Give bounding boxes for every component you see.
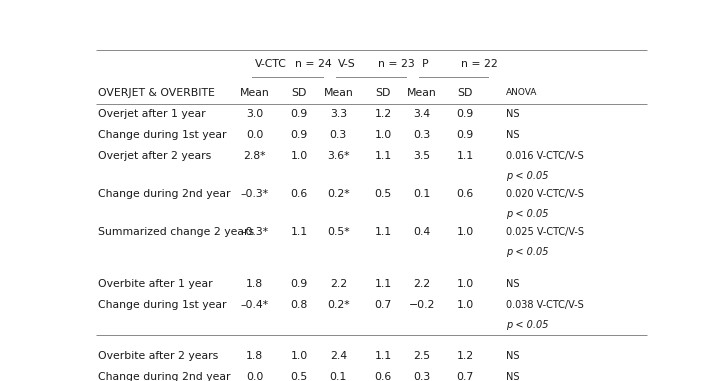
Text: 0.9: 0.9 [291,279,308,289]
Text: 1.0: 1.0 [291,351,308,361]
Text: 0.016 V-CTC/V-S: 0.016 V-CTC/V-S [505,151,583,161]
Text: 0.9: 0.9 [456,109,474,119]
Text: Mean: Mean [240,88,269,98]
Text: Overjet after 2 years: Overjet after 2 years [99,151,212,161]
Text: 1.1: 1.1 [291,227,308,237]
Text: NS: NS [505,279,519,289]
Text: n = 22: n = 22 [462,59,498,69]
Text: 1.2: 1.2 [456,351,474,361]
Text: 3.5: 3.5 [413,151,431,161]
Text: 2.5: 2.5 [413,351,431,361]
Text: V-CTC: V-CTC [255,59,287,69]
Text: 0.1: 0.1 [413,189,431,199]
Text: p < 0.05: p < 0.05 [505,171,548,181]
Text: 0.1: 0.1 [330,372,347,381]
Text: Overjet after 1 year: Overjet after 1 year [99,109,206,119]
Text: NS: NS [505,109,519,119]
Text: 0.8: 0.8 [291,300,308,310]
Text: 0.5: 0.5 [291,372,308,381]
Text: 3.4: 3.4 [413,109,431,119]
Text: 0.3: 0.3 [413,372,431,381]
Text: 0.7: 0.7 [374,300,392,310]
Text: 1.1: 1.1 [374,151,392,161]
Text: 0.0: 0.0 [246,130,264,140]
Text: 1.0: 1.0 [374,130,392,140]
Text: Overbite after 1 year: Overbite after 1 year [99,279,213,289]
Text: P: P [422,59,428,69]
Text: 0.025 V-CTC/V-S: 0.025 V-CTC/V-S [505,227,584,237]
Text: V-S: V-S [338,59,356,69]
Text: 3.6*: 3.6* [327,151,350,161]
Text: p < 0.05: p < 0.05 [505,247,548,258]
Text: 0.2*: 0.2* [327,300,350,310]
Text: 1.0: 1.0 [456,227,474,237]
Text: SD: SD [457,88,472,98]
Text: OVERJET & OVERBITE: OVERJET & OVERBITE [99,88,215,98]
Text: 3.3: 3.3 [330,109,347,119]
Text: NS: NS [505,372,519,381]
Text: 2.8*: 2.8* [243,151,266,161]
Text: 0.020 V-CTC/V-S: 0.020 V-CTC/V-S [505,189,584,199]
Text: 0.9: 0.9 [456,130,474,140]
Text: Overbite after 2 years: Overbite after 2 years [99,351,219,361]
Text: 2.4: 2.4 [330,351,347,361]
Text: 0.6: 0.6 [456,189,474,199]
Text: 0.7: 0.7 [456,372,474,381]
Text: 1.0: 1.0 [456,300,474,310]
Text: –0.4*: –0.4* [240,300,269,310]
Text: 0.6: 0.6 [291,189,308,199]
Text: Change during 1st year: Change during 1st year [99,300,227,310]
Text: 1.0: 1.0 [456,279,474,289]
Text: 0.5: 0.5 [374,189,392,199]
Text: SD: SD [292,88,307,98]
Text: 0.2*: 0.2* [327,189,350,199]
Text: 2.2: 2.2 [413,279,431,289]
Text: 1.2: 1.2 [374,109,392,119]
Text: 1.1: 1.1 [374,279,392,289]
Text: p < 0.05: p < 0.05 [505,209,548,219]
Text: 2.2: 2.2 [330,279,347,289]
Text: Change during 2nd year: Change during 2nd year [99,189,231,199]
Text: n = 23: n = 23 [379,59,415,69]
Text: 1.0: 1.0 [291,151,308,161]
Text: −0.2: −0.2 [409,300,435,310]
Text: ANOVA: ANOVA [505,88,537,97]
Text: p < 0.05: p < 0.05 [505,320,548,330]
Text: 0.5*: 0.5* [327,227,350,237]
Text: 1.8: 1.8 [246,279,264,289]
Text: 0.3: 0.3 [330,130,347,140]
Text: n = 24: n = 24 [294,59,331,69]
Text: Change during 1st year: Change during 1st year [99,130,227,140]
Text: 1.1: 1.1 [456,151,474,161]
Text: 1.1: 1.1 [374,227,392,237]
Text: SD: SD [375,88,391,98]
Text: –0.3*: –0.3* [240,227,269,237]
Text: 0.3: 0.3 [413,130,431,140]
Text: 0.038 V-CTC/V-S: 0.038 V-CTC/V-S [505,300,583,310]
Text: 0.4: 0.4 [413,227,431,237]
Text: –0.3*: –0.3* [240,189,269,199]
Text: 1.1: 1.1 [374,351,392,361]
Text: Change during 2nd year: Change during 2nd year [99,372,231,381]
Text: NS: NS [505,130,519,140]
Text: 0.9: 0.9 [291,130,308,140]
Text: NS: NS [505,351,519,361]
Text: Mean: Mean [323,88,354,98]
Text: 3.0: 3.0 [246,109,264,119]
Text: Mean: Mean [407,88,437,98]
Text: 1.8: 1.8 [246,351,264,361]
Text: 0.0: 0.0 [246,372,264,381]
Text: Summarized change 2 years: Summarized change 2 years [99,227,254,237]
Text: 0.9: 0.9 [291,109,308,119]
Text: 0.6: 0.6 [374,372,392,381]
